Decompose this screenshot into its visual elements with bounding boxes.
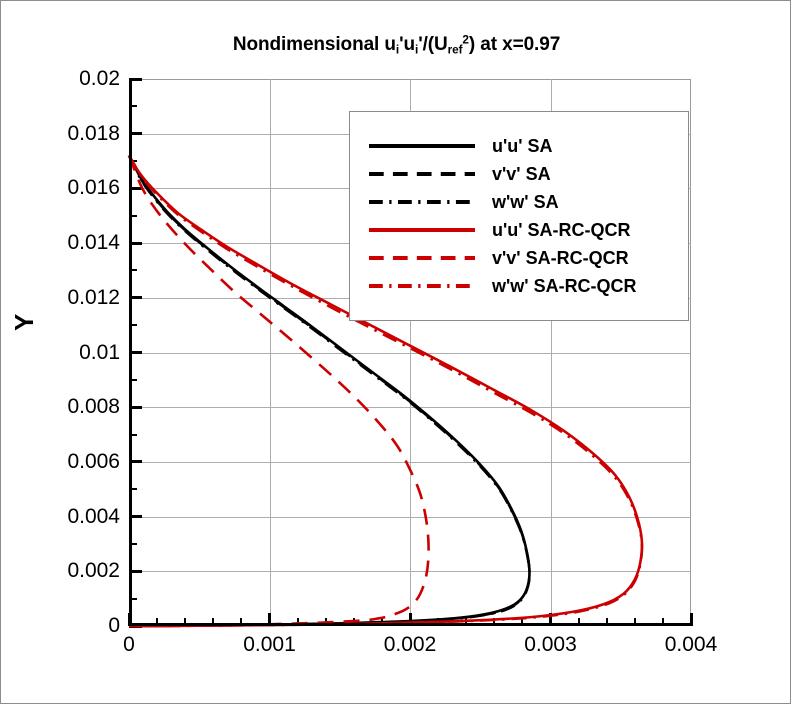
y-tick-minor [129, 597, 137, 600]
y-axis-label: Y [9, 313, 39, 331]
title-sup-2: 2 [462, 33, 469, 47]
curve-w-w--sa-rc-qcr [127, 154, 644, 628]
title-post: ) at x=0.97 [468, 34, 561, 55]
legend-label: w'w' SA [492, 191, 559, 212]
legend-label: u'u' SA [492, 135, 553, 156]
legend-row[interactable]: u'u' SA [350, 132, 688, 160]
y-tick-major [129, 351, 142, 354]
x-tick-major [689, 613, 693, 626]
title-sub-i-2: i [415, 43, 419, 57]
legend-line-swatch [369, 256, 475, 260]
y-tick-major [129, 569, 142, 573]
x-tick-minor [633, 618, 636, 626]
x-tick-minor [184, 618, 187, 626]
gridline-vertical [269, 79, 271, 626]
legend-line-swatch [369, 172, 475, 176]
y-tick-minor [129, 105, 137, 108]
x-tick-minor [240, 618, 243, 626]
y-tick-label: 0.006 [67, 449, 120, 473]
x-tick-minor [577, 618, 580, 626]
y-tick-label: 0.01 [79, 340, 120, 364]
legend-line-swatch [369, 228, 475, 232]
x-tick-minor [521, 618, 524, 626]
y-tick-major [129, 460, 142, 464]
x-tick-minor [296, 618, 299, 626]
legend-box: u'u' SA v'v' SA w'w' SA u'u' SA-RC-QCR v'v' … [349, 111, 689, 321]
legend-line-swatch [369, 144, 475, 148]
x-tick-label: 0 [123, 633, 135, 656]
y-tick-label: 0.004 [67, 504, 120, 528]
legend-row[interactable]: v'v' SA-RC-QCR [350, 244, 688, 272]
y-tick-major [129, 515, 142, 519]
x-tick-label: 0.001 [243, 633, 296, 656]
y-tick-major [129, 132, 142, 136]
x-tick-minor [661, 618, 664, 626]
plot-area: 0 0.002 0.004 0.006 0.008 0.01 0.012 0.014 0.016… [67, 67, 717, 656]
curve-w-w--sa [127, 155, 531, 628]
y-tick-label: 0.008 [67, 395, 120, 419]
legend-row[interactable]: u'u' SA-RC-QCR [350, 216, 688, 244]
curve-v-v--sa-rc-qcr [127, 155, 430, 628]
y-tick-major [129, 186, 142, 190]
x-tick-minor [605, 618, 608, 626]
x-axis-line [129, 623, 691, 626]
x-tick-label: 0.003 [524, 633, 577, 656]
title-mid-2: '/(U [418, 34, 448, 55]
x-tick-major [268, 613, 271, 626]
legend-label: w'w' SA-RC-QCR [492, 275, 637, 296]
x-tick-major [408, 613, 412, 626]
title-mid-1: 'u [399, 34, 416, 55]
legend-label: u'u' SA-RC-QCR [492, 219, 631, 240]
y-tick-minor [129, 488, 137, 491]
y-tick-label: 0.014 [67, 231, 120, 255]
y-tick-minor [129, 214, 137, 217]
title-sub-i-1: i [395, 43, 400, 57]
y-tick-minor [129, 433, 137, 436]
y-tick-major [129, 405, 142, 409]
gridline-vertical [550, 79, 552, 626]
y-tick-minor [129, 378, 137, 381]
y-axis-line [129, 79, 132, 626]
legend-label: v'v' SA [492, 163, 551, 184]
x-tick-label: 0.004 [664, 633, 718, 656]
y-tick-label: 0.002 [67, 559, 120, 583]
gridline-vertical [410, 79, 411, 626]
curve-plot [127, 154, 644, 628]
x-tick-major [549, 613, 552, 626]
legend-line-swatch [369, 200, 475, 204]
y-tick-label: 0.02 [79, 67, 120, 90]
y-tick-major [129, 77, 142, 81]
x-tick-label: 0.002 [383, 633, 437, 656]
y-tick-minor [129, 324, 137, 327]
x-tick-minor [493, 618, 496, 626]
legend-label: v'v' SA-RC-QCR [492, 247, 629, 268]
legend-items: u'u' SA v'v' SA w'w' SA u'u' SA-RC-QCR v'v' … [350, 132, 688, 300]
y-tick-label: 0.018 [67, 121, 120, 145]
y-tick-label: 0 [108, 614, 120, 637]
title-pre: Nondimensional u [232, 34, 396, 55]
y-tick-label: 0.016 [67, 176, 120, 200]
legend-row[interactable]: w'w' SA [350, 188, 688, 216]
legend-row[interactable]: w'w' SA-RC-QCR [350, 272, 688, 300]
y-tick-label: 0.012 [67, 285, 120, 309]
chart-title: Nondimensional ui'ui'/(Uref2) at x=0.97 [1, 33, 790, 57]
y-tick-major [129, 296, 142, 300]
y-tick-minor [129, 269, 137, 272]
title-sub-ref: ref [447, 43, 463, 57]
legend-line-swatch [369, 284, 475, 288]
y-tick-major [129, 241, 142, 245]
y-tick-minor [129, 542, 137, 545]
legend-row[interactable]: v'v' SA [350, 160, 688, 188]
x-tick-minor [212, 618, 215, 626]
x-tick-minor [156, 618, 159, 626]
